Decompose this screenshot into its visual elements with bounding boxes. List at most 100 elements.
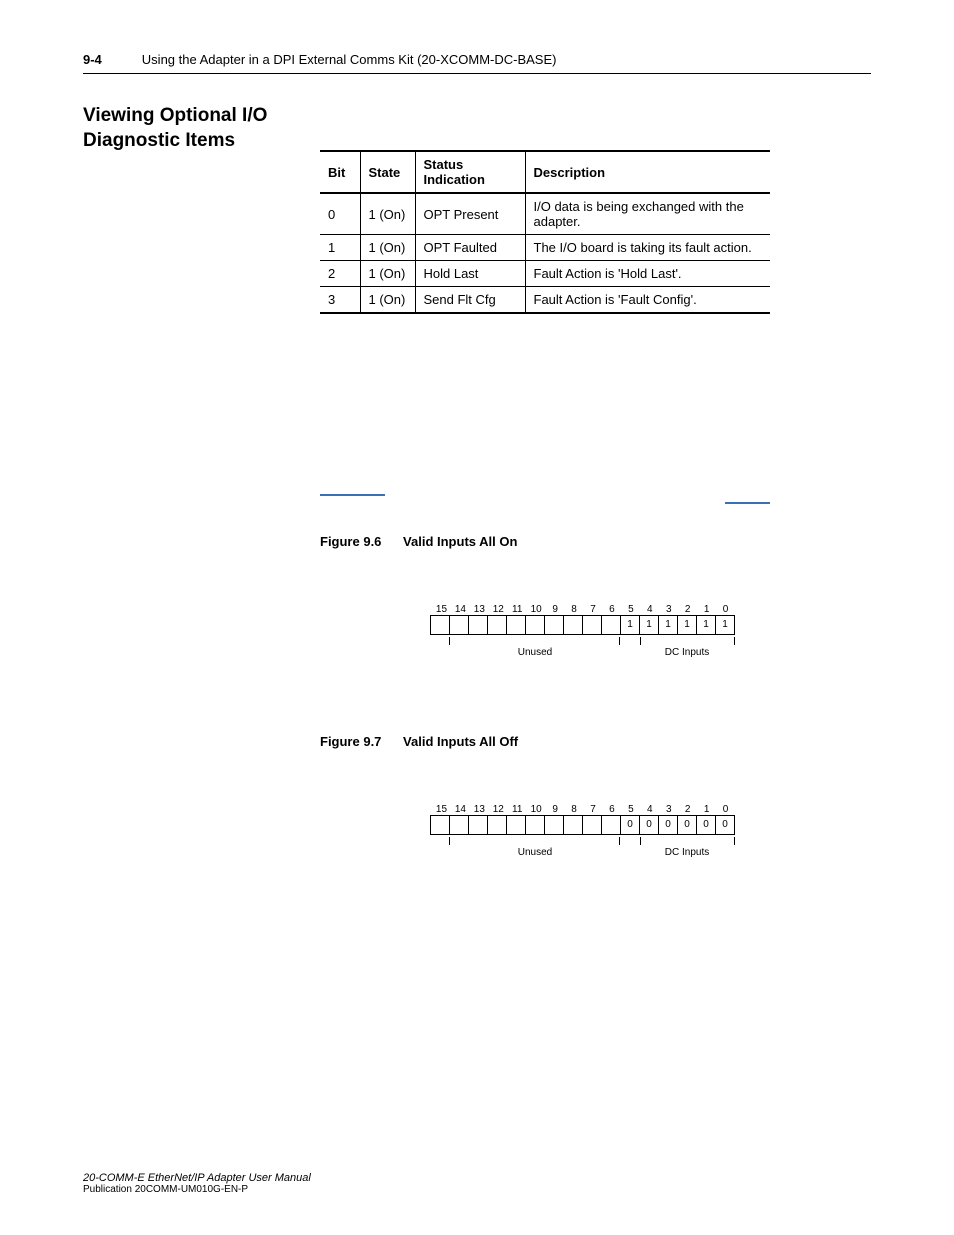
table-row: 11 (On)OPT FaultedThe I/O board is takin… [320, 235, 770, 261]
group-bracket-unused [449, 637, 620, 645]
bit-boxes: 111111 [430, 615, 735, 635]
rule-right [725, 494, 770, 504]
running-header: 9-4 Using the Adapter in a DPI External … [83, 52, 871, 74]
section-heading: Viewing Optional I/O Diagnostic Items [83, 104, 303, 153]
col-state: State [360, 151, 415, 193]
bit-cell: 1 [640, 616, 659, 634]
figure-9-6: Figure 9.6 Valid Inputs All On 151413121… [320, 534, 790, 669]
group-bracket-inputs [640, 837, 735, 845]
running-title: Using the Adapter in a DPI External Comm… [142, 52, 557, 67]
bit-cell [450, 816, 469, 834]
table-cell: OPT Present [415, 193, 525, 235]
bit-cell: 0 [716, 816, 735, 834]
bit-cell: 0 [621, 816, 640, 834]
table-cell: 1 (On) [360, 235, 415, 261]
bit-index-label: 9 [546, 604, 565, 615]
bit-cell: 1 [697, 616, 716, 634]
bit-index-label: 3 [659, 604, 678, 615]
bit-index-label: 13 [470, 804, 489, 815]
bit-index-label: 12 [489, 604, 508, 615]
bit-cell [507, 616, 526, 634]
bit-cell: 0 [640, 816, 659, 834]
bit-index-label: 8 [565, 804, 584, 815]
col-description: Description [525, 151, 770, 193]
bit-cell [469, 816, 488, 834]
doc-title: 20-COMM-E EtherNet/IP Adapter User Manua… [83, 1172, 311, 1184]
bit-cell [526, 616, 545, 634]
table-cell: I/O data is being exchanged with the ada… [525, 193, 770, 235]
bit-index-label: 8 [565, 604, 584, 615]
bitfield-diagram: 1514131211109876543210 000000 Unused DC … [430, 804, 737, 869]
bit-index-label: 15 [432, 604, 451, 615]
table-cell: Send Flt Cfg [415, 287, 525, 314]
bit-index-label: 10 [527, 804, 546, 815]
bit-index-label: 0 [716, 804, 735, 815]
bit-group-row: Unused DC Inputs [430, 637, 737, 669]
bit-cell [583, 616, 602, 634]
bit-index-label: 13 [470, 604, 489, 615]
table-cell: Fault Action is 'Hold Last'. [525, 261, 770, 287]
figure-title: Valid Inputs All On [403, 534, 517, 549]
bit-index-label: 11 [508, 604, 527, 615]
table-cell: Hold Last [415, 261, 525, 287]
bit-index-label: 6 [602, 604, 621, 615]
bit-index-label: 6 [602, 804, 621, 815]
bit-index-label: 1 [697, 804, 716, 815]
col-bit: Bit [320, 151, 360, 193]
bit-index-label: 5 [621, 804, 640, 815]
bit-cell [431, 816, 450, 834]
bit-cell [583, 816, 602, 834]
bit-cell [564, 616, 583, 634]
bit-index-label: 7 [584, 604, 603, 615]
bit-cell: 0 [659, 816, 678, 834]
table-row: 21 (On)Hold LastFault Action is 'Hold La… [320, 261, 770, 287]
figure-number: Figure 9.6 [320, 534, 381, 549]
bit-index-label: 15 [432, 804, 451, 815]
bit-index-label: 2 [678, 804, 697, 815]
bit-cell [488, 816, 507, 834]
table-row: 31 (On)Send Flt CfgFault Action is 'Faul… [320, 287, 770, 314]
page-number: 9-4 [83, 52, 102, 67]
heading-line-2: Diagnostic Items [83, 129, 303, 154]
bit-top-labels: 1514131211109876543210 [430, 804, 737, 815]
bit-cell [602, 816, 621, 834]
figure-title: Valid Inputs All Off [403, 734, 518, 749]
heading-line-1: Viewing Optional I/O [83, 104, 303, 129]
bit-index-label: 4 [640, 604, 659, 615]
bit-index-label: 0 [716, 604, 735, 615]
bit-index-label: 14 [451, 604, 470, 615]
group-bracket-unused [449, 837, 620, 845]
page-footer: 20-COMM-E EtherNet/IP Adapter User Manua… [83, 1172, 311, 1195]
bit-cell [488, 616, 507, 634]
group-bracket-inputs [640, 637, 735, 645]
col-status: Status Indication [415, 151, 525, 193]
bit-cell: 0 [678, 816, 697, 834]
bit-index-label: 1 [697, 604, 716, 615]
bit-cell: 1 [621, 616, 640, 634]
bit-cell: 1 [659, 616, 678, 634]
bit-cell [507, 816, 526, 834]
table-cell: 1 (On) [360, 261, 415, 287]
bit-group-row: Unused DC Inputs [430, 837, 737, 869]
bit-top-labels: 1514131211109876543210 [430, 604, 737, 615]
table-cell: 2 [320, 261, 360, 287]
bitfield-diagram: 1514131211109876543210 111111 Unused DC … [430, 604, 737, 669]
bit-index-label: 10 [527, 604, 546, 615]
bit-index-label: 2 [678, 604, 697, 615]
bit-cell [545, 616, 564, 634]
figure-caption: Figure 9.6 Valid Inputs All On [320, 534, 790, 549]
bit-boxes: 000000 [430, 815, 735, 835]
bit-cell [564, 816, 583, 834]
bit-cell: 1 [678, 616, 697, 634]
bit-cell: 0 [697, 816, 716, 834]
bit-cell [526, 816, 545, 834]
figure-caption: Figure 9.7 Valid Inputs All Off [320, 734, 790, 749]
table-row: 01 (On)OPT PresentI/O data is being exch… [320, 193, 770, 235]
content-column: Bit State Status Indication Description … [320, 150, 790, 869]
figure-9-7: Figure 9.7 Valid Inputs All Off 15141312… [320, 734, 790, 869]
table-cell: The I/O board is taking its fault action… [525, 235, 770, 261]
page: 9-4 Using the Adapter in a DPI External … [0, 0, 954, 1235]
bit-index-label: 5 [621, 604, 640, 615]
bit-cell [469, 616, 488, 634]
table-cell: 1 (On) [360, 287, 415, 314]
